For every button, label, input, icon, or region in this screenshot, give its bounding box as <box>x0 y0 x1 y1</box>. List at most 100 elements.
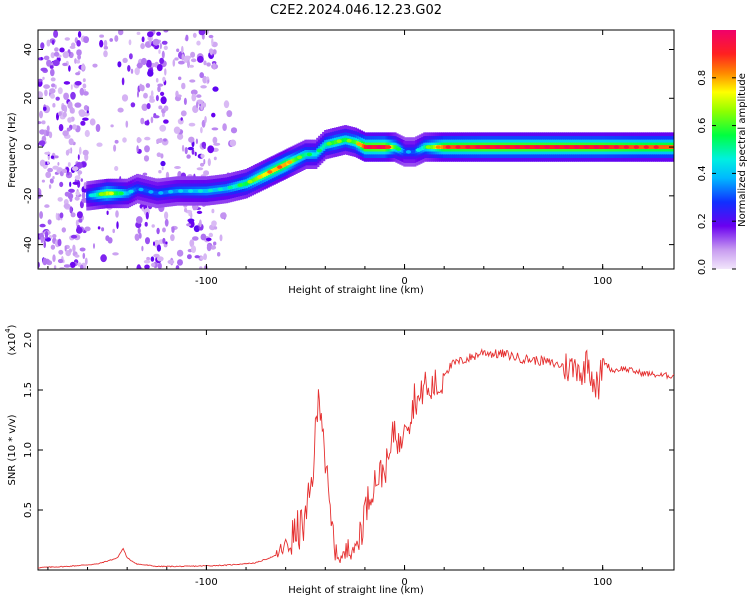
spectrogram-noise-speck <box>141 36 145 43</box>
spectrogram-noise-speck <box>184 207 188 213</box>
spectrogram-noise-speck <box>149 37 152 46</box>
spectrogram-noise-speck <box>151 262 156 267</box>
spectrogram-ridge-cell <box>510 145 514 149</box>
spectrogram-noise-speck <box>63 92 69 101</box>
spectrogram-noise-speck <box>173 126 181 134</box>
colorbar: 0.0 0.2 0.4 0.6 0.8 Normalized spectral ampl… <box>697 30 748 275</box>
spectrogram-noise-speck <box>96 142 103 147</box>
spectrogram-ridge-cell <box>433 145 437 149</box>
spectrogram-ridge-peak <box>505 145 511 149</box>
spectrogram-ridge-cell <box>530 145 534 149</box>
spectrogram-noise-speck <box>200 85 207 89</box>
spectrogram-ridge-peak <box>455 145 461 149</box>
spectrogram-ridge-cell <box>213 188 217 192</box>
spectrogram-ridge-peak <box>138 187 144 192</box>
spectrogram-noise-speck <box>163 119 169 124</box>
spectrogram-noise-speck <box>181 82 186 90</box>
spectrogram-noise-speck <box>75 72 81 76</box>
spectrogram-ridge-cell <box>520 145 524 149</box>
spectrogram-ridge-cell <box>143 188 147 193</box>
spectrogram-noise-speck <box>99 39 104 48</box>
spectrogram-noise-speck <box>220 212 227 220</box>
spectrogram-noise-layer <box>38 30 238 269</box>
spectrogram-ridge-peak <box>435 145 441 149</box>
spectrogram-noise-speck <box>77 54 81 60</box>
spectrogram-noise-speck <box>185 34 189 42</box>
spectrogram-noise-speck <box>189 64 194 68</box>
spectrogram-noise-speck <box>211 220 217 227</box>
spectrogram-noise-speck <box>48 131 53 139</box>
spectrogram-ridge-cell <box>205 189 209 193</box>
spectrogram-noise-speck <box>52 59 60 67</box>
spectrogram-noise-speck <box>178 60 185 65</box>
spectrogram-noise-speck <box>63 203 71 209</box>
spectrogram-ridge-cell <box>270 169 274 173</box>
spectrogram-noise-speck <box>156 138 163 143</box>
spectrogram-noise-speck <box>62 130 69 137</box>
spectrogram-ridge-cell <box>413 150 417 154</box>
spectrogram-ridge-peak <box>544 145 550 149</box>
spectrogram-noise-speck <box>150 62 156 68</box>
spectrogram-ridge-cell <box>609 145 613 149</box>
spectrogram-noise-speck <box>82 83 87 89</box>
spectrogram-noise-speck <box>128 39 132 46</box>
spectrogram-noise-speck <box>200 256 205 260</box>
spectrogram-y-axis-label: Frequency (Hz) <box>7 112 18 188</box>
spectrogram-noise-speck <box>63 264 71 268</box>
spectrogram-noise-speck <box>136 216 143 224</box>
spectrogram-ridge-cell <box>550 145 554 149</box>
spectrogram-ridge-cell <box>244 181 248 186</box>
spectrogram-ridge-cell <box>145 189 149 193</box>
spectrogram-noise-speck <box>136 137 141 144</box>
spectrogram-noise-speck <box>84 257 88 265</box>
spectrogram-noise-speck <box>204 116 207 124</box>
spectrogram-noise-speck <box>40 56 43 61</box>
spectrogram-noise-speck <box>49 88 56 94</box>
spectrogram-ridge-peak <box>316 148 322 153</box>
spectrogram-noise-speck <box>52 254 56 262</box>
spectrogram-ridge-cell <box>540 145 544 149</box>
spectrogram-ridge-cell <box>242 182 247 187</box>
snr-x-axis-label: Height of straight line (km) <box>288 585 424 596</box>
spectrogram-noise-speck <box>62 51 70 59</box>
spectrogram-ridge-cell <box>175 189 179 193</box>
spectrogram-noise-speck <box>180 117 183 121</box>
spectrogram-ridge-cell <box>203 189 207 193</box>
spectrogram-ridge-cell <box>351 139 355 144</box>
spectrogram-noise-speck <box>199 72 204 79</box>
spectrogram-noise-speck <box>163 138 167 142</box>
snr-y-multiplier-exponent: 4 <box>4 328 12 333</box>
spectrogram-noise-speck <box>62 111 67 118</box>
spectrogram-noise-speck <box>190 51 196 58</box>
spectrogram-noise-speck <box>89 118 96 126</box>
spectrogram-noise-speck <box>208 48 214 54</box>
spectrogram-noise-speck <box>83 36 89 44</box>
spectrogram-noise-speck <box>83 91 89 96</box>
spectrogram-noise-speck <box>192 32 197 38</box>
spectrogram-noise-speck <box>200 154 205 158</box>
spectrogram-noise-speck <box>63 81 71 85</box>
spectrogram-noise-speck <box>196 101 199 109</box>
spectrogram-noise-speck <box>122 137 127 143</box>
spectrogram-noise-speck <box>53 30 59 38</box>
spectrogram-ridge-peak <box>88 193 95 198</box>
colorbar-tick-label: 0.8 <box>697 70 708 86</box>
spectrogram-noise-speck <box>112 228 115 234</box>
spectrogram-noise-speck <box>177 133 184 140</box>
spectrogram-noise-speck <box>68 248 72 253</box>
spectrogram-x-axis-label: Height of straight line (km) <box>288 285 424 296</box>
spectrogram-noise-speck <box>200 162 205 167</box>
spectrogram-frame <box>37 29 675 270</box>
spectrogram-ridge-cell <box>173 189 177 194</box>
spectrogram-noise-speck <box>38 140 46 146</box>
spectrogram-noise-speck <box>114 139 119 144</box>
spectrogram-ridge-cell <box>153 191 157 195</box>
spectrogram-noise-speck <box>64 245 67 252</box>
spectrogram-ridge-cell <box>96 192 100 197</box>
spectrogram-ridge-cell <box>320 146 324 151</box>
spectrogram-noise-speck <box>105 235 110 242</box>
spectrogram-ridge-cell <box>225 186 229 191</box>
spectrogram-noise-speck <box>209 245 217 250</box>
snr-panel: -100 0 100 0.5 1.0 1.5 2.0 Height of straight… <box>4 324 675 596</box>
spectrogram-noise-speck <box>213 241 217 246</box>
